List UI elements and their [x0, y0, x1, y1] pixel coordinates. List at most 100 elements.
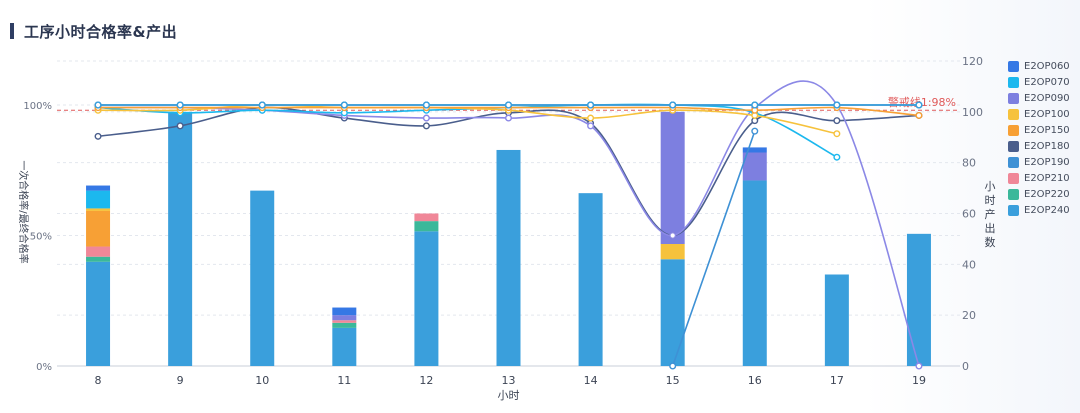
legend-swatch [1008, 60, 1019, 72]
legend-item[interactable]: E2OP090 [1008, 90, 1070, 106]
legend-swatch [1008, 156, 1019, 168]
x-tick-label: 19 [912, 374, 926, 387]
bar-segment [824, 274, 849, 366]
legend-label: E2OP100 [1024, 108, 1070, 120]
y-right-axis-title-char: 小 [985, 180, 996, 193]
x-tick-label: 8 [95, 374, 102, 387]
chart-title: 工序小时合格率&产出 [24, 22, 178, 41]
line-point [915, 362, 923, 370]
legend-label: E2OP180 [1024, 140, 1070, 152]
line-point [422, 114, 430, 122]
legend-label: E2OP070 [1024, 76, 1070, 88]
legend-item[interactable]: E2OP100 [1008, 106, 1070, 122]
legend-item[interactable]: E2OP210 [1008, 170, 1070, 186]
line-point [587, 101, 595, 109]
line-point [587, 114, 595, 122]
line-point [422, 122, 430, 130]
line-point [751, 127, 759, 135]
legend-label: E2OP210 [1024, 172, 1070, 184]
y-right-axis-title-char: 产 [985, 207, 996, 221]
legend-item[interactable]: E2OP060 [1008, 58, 1070, 74]
y-left-tick-label: 0% [36, 362, 52, 373]
bar-segment [86, 256, 111, 262]
line-point [94, 132, 102, 140]
x-tick-label: 12 [419, 374, 433, 387]
line-point [340, 101, 348, 109]
legend-swatch [1008, 92, 1019, 104]
legend-item[interactable]: E2OP070 [1008, 74, 1070, 90]
line-point [751, 101, 759, 109]
line-point [915, 101, 923, 109]
warning-line-label: 警戒线1:98% [888, 95, 956, 109]
bar-segment [86, 210, 111, 247]
bar-segment [86, 246, 111, 257]
x-tick-label: 11 [337, 374, 351, 387]
x-axis-title: 小时 [498, 389, 520, 402]
line-point [176, 122, 184, 130]
legend-swatch [1008, 140, 1019, 152]
bar-segment [332, 320, 357, 323]
bar-segment [414, 213, 439, 222]
bar-segment [742, 147, 767, 153]
y-right-tick-label: 100 [962, 106, 983, 119]
y-left-tick-label: 100% [23, 101, 52, 112]
x-tick-label: 14 [584, 374, 598, 387]
x-tick-label: 16 [748, 374, 762, 387]
y-left-tick-label: 50% [30, 232, 52, 243]
y-right-tick-label: 60 [962, 208, 976, 221]
bar-segment [742, 180, 767, 366]
x-tick-label: 15 [666, 374, 680, 387]
y-right-tick-label: 20 [962, 309, 976, 322]
line-point [833, 101, 841, 109]
legend-swatch [1008, 124, 1019, 136]
legend-label: E2OP220 [1024, 188, 1070, 200]
legend-item[interactable]: E2OP190 [1008, 154, 1070, 170]
legend-swatch [1008, 76, 1019, 88]
legend-item[interactable]: E2OP180 [1008, 138, 1070, 154]
legend-swatch [1008, 108, 1019, 120]
line-point [669, 101, 677, 109]
line-point [176, 101, 184, 109]
line-series [671, 130, 756, 367]
legend-item[interactable]: E2OP150 [1008, 122, 1070, 138]
title-wrap: 工序小时合格率&产出 [10, 20, 177, 42]
line-point [505, 114, 513, 122]
bar-segment [660, 111, 685, 244]
y-right-tick-label: 40 [962, 258, 976, 271]
y-right-tick-label: 80 [962, 157, 976, 170]
x-tick-label: 10 [255, 374, 269, 387]
line-point [833, 153, 841, 161]
y-right-axis-title-char: 出 [985, 221, 996, 235]
line-point [258, 101, 266, 109]
line-point [94, 101, 102, 109]
bar-segment [414, 231, 439, 366]
title-accent-bar [10, 23, 14, 39]
line-point [833, 130, 841, 138]
bar-segment [660, 244, 685, 260]
line-point [669, 362, 677, 370]
legend-item[interactable]: E2OP220 [1008, 186, 1070, 202]
bar-segment [86, 208, 111, 211]
legend-swatch [1008, 204, 1019, 216]
y-right-tick-label: 0 [962, 360, 969, 373]
y-right-axis-title-char: 数 [985, 236, 996, 249]
bar-segment [742, 152, 767, 181]
legend-label: E2OP060 [1024, 60, 1070, 72]
legend-label: E2OP150 [1024, 124, 1070, 136]
bar-segment [250, 190, 275, 366]
bar-segment [660, 259, 685, 366]
chart-legend[interactable]: E2OP060 E2OP070 E2OP090 E2OP100 E2OP150 E2OP1… [1008, 58, 1070, 218]
legend-label: E2OP090 [1024, 92, 1070, 104]
bar-segment [414, 221, 439, 232]
bar-segment [86, 190, 111, 209]
bar-segment [332, 322, 357, 328]
y-right-tick-label: 120 [962, 55, 983, 68]
line-point [915, 111, 923, 119]
line-point [587, 122, 595, 130]
legend-swatch [1008, 188, 1019, 200]
x-tick-label: 17 [830, 374, 844, 387]
legend-item[interactable]: E2OP240 [1008, 202, 1070, 218]
line-point [422, 101, 430, 109]
